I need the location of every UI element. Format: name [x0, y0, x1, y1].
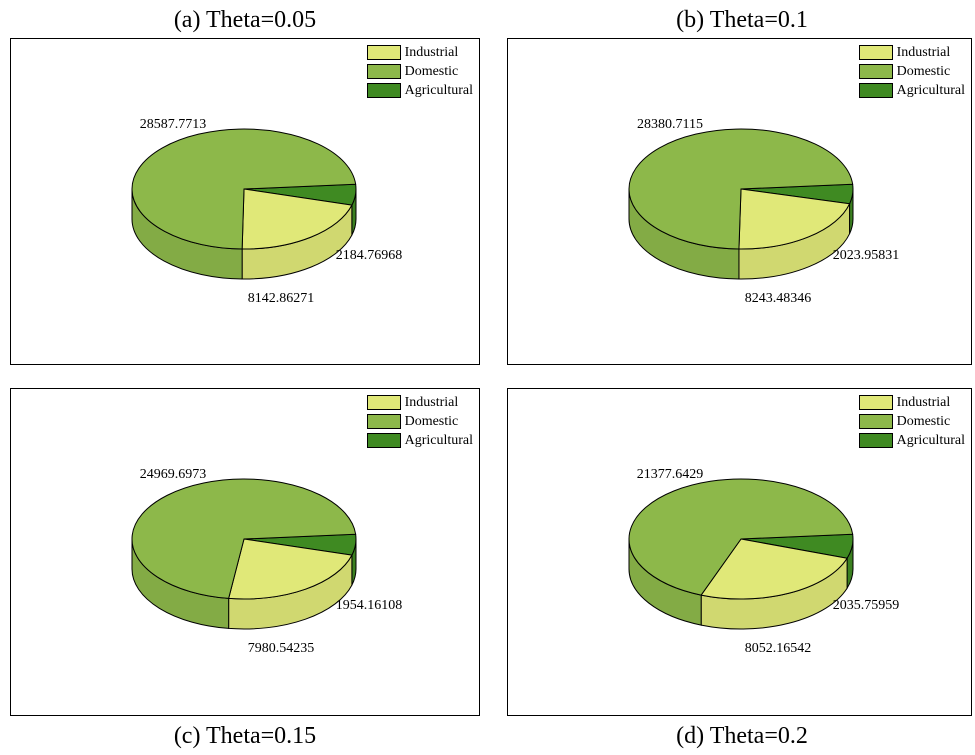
- legend-item-domestic: Domestic: [858, 62, 965, 81]
- legend: Industrial Domestic Agricultural: [366, 43, 473, 100]
- pie-chart-panel-a: Industrial Domestic Agricultural 2184.76…: [10, 38, 480, 365]
- pie-chart-panel-c: Industrial Domestic Agricultural 1954.16…: [10, 388, 480, 716]
- pie-plot: 2023.95831 8243.48346 28380.7115: [628, 117, 900, 306]
- legend-label: Domestic: [896, 413, 951, 429]
- legend-swatch-agricultural: [366, 83, 401, 98]
- chart-title-b: (b) Theta=0.1: [676, 7, 808, 33]
- data-label-industrial: 8052.16542: [745, 641, 812, 656]
- data-label-agricultural: 2035.75959: [833, 598, 900, 613]
- legend: Industrial Domestic Agricultural: [858, 43, 965, 100]
- legend-item-industrial: Industrial: [366, 393, 473, 412]
- data-label-industrial: 7980.54235: [248, 641, 315, 656]
- legend-item-industrial: Industrial: [366, 43, 473, 62]
- pie-slice-domestic: [131, 128, 357, 250]
- data-label-domestic: 28380.7115: [637, 117, 703, 132]
- legend-label: Agricultural: [896, 432, 965, 448]
- legend-item-agricultural: Agricultural: [366, 431, 473, 450]
- pie-plot: 2035.75959 8052.16542 21377.6429: [628, 467, 900, 656]
- pie-chart-panel-b: Industrial Domestic Agricultural 2023.95…: [507, 38, 972, 365]
- legend-item-domestic: Domestic: [366, 62, 473, 81]
- data-label-agricultural: 2184.76968: [336, 248, 403, 263]
- data-label-domestic: 24969.6973: [140, 467, 207, 482]
- legend-label: Agricultural: [896, 82, 965, 98]
- chart-title-d: (d) Theta=0.2: [676, 723, 808, 749]
- legend-swatch-agricultural: [858, 433, 893, 448]
- pie-slice-domestic: [628, 478, 854, 596]
- legend-swatch-domestic: [366, 414, 401, 429]
- pie-slice-domestic: [131, 478, 357, 599]
- pie-slice-industrial: [228, 538, 353, 600]
- legend-swatch-industrial: [366, 45, 401, 60]
- legend-label: Industrial: [896, 44, 951, 60]
- legend-swatch-agricultural: [858, 83, 893, 98]
- legend-item-agricultural: Agricultural: [858, 431, 965, 450]
- chart-title-a: (a) Theta=0.05: [173, 7, 317, 33]
- legend-swatch-industrial: [858, 395, 893, 410]
- pie-slice-industrial: [700, 538, 848, 600]
- pie-slice-industrial: [738, 188, 851, 250]
- legend: Industrial Domestic Agricultural: [366, 393, 473, 450]
- legend-label: Agricultural: [404, 432, 473, 448]
- pie-chart-panel-d: Industrial Domestic Agricultural 2035.75…: [507, 388, 972, 716]
- legend-label: Domestic: [896, 63, 951, 79]
- data-label-industrial: 8142.86271: [248, 291, 315, 306]
- legend-item-industrial: Industrial: [858, 43, 965, 62]
- legend-label: Agricultural: [404, 82, 473, 98]
- legend-item-domestic: Domestic: [366, 412, 473, 431]
- legend-label: Domestic: [404, 63, 459, 79]
- legend-label: Industrial: [404, 44, 459, 60]
- data-label-agricultural: 2023.95831: [833, 248, 900, 263]
- legend: Industrial Domestic Agricultural: [858, 393, 965, 450]
- pie-plot: 2184.76968 8142.86271 28587.7713: [131, 117, 403, 306]
- data-label-domestic: 21377.6429: [637, 467, 704, 482]
- pie-slice-industrial: [241, 188, 353, 250]
- data-label-domestic: 28587.7713: [140, 117, 207, 132]
- legend-item-domestic: Domestic: [858, 412, 965, 431]
- legend-swatch-domestic: [366, 64, 401, 79]
- legend-item-industrial: Industrial: [858, 393, 965, 412]
- legend-item-agricultural: Agricultural: [858, 81, 965, 100]
- pie-plot: 1954.16108 7980.54235 24969.6973: [131, 467, 403, 656]
- legend-item-agricultural: Agricultural: [366, 81, 473, 100]
- legend-swatch-domestic: [858, 64, 893, 79]
- chart-title-c: (c) Theta=0.15: [173, 723, 317, 749]
- pie-slice-domestic: [628, 128, 854, 250]
- data-label-industrial: 8243.48346: [745, 291, 812, 306]
- legend-swatch-domestic: [858, 414, 893, 429]
- legend-label: Domestic: [404, 413, 459, 429]
- legend-label: Industrial: [896, 394, 951, 410]
- legend-swatch-agricultural: [366, 433, 401, 448]
- legend-swatch-industrial: [366, 395, 401, 410]
- data-label-agricultural: 1954.16108: [336, 598, 403, 613]
- legend-swatch-industrial: [858, 45, 893, 60]
- legend-label: Industrial: [404, 394, 459, 410]
